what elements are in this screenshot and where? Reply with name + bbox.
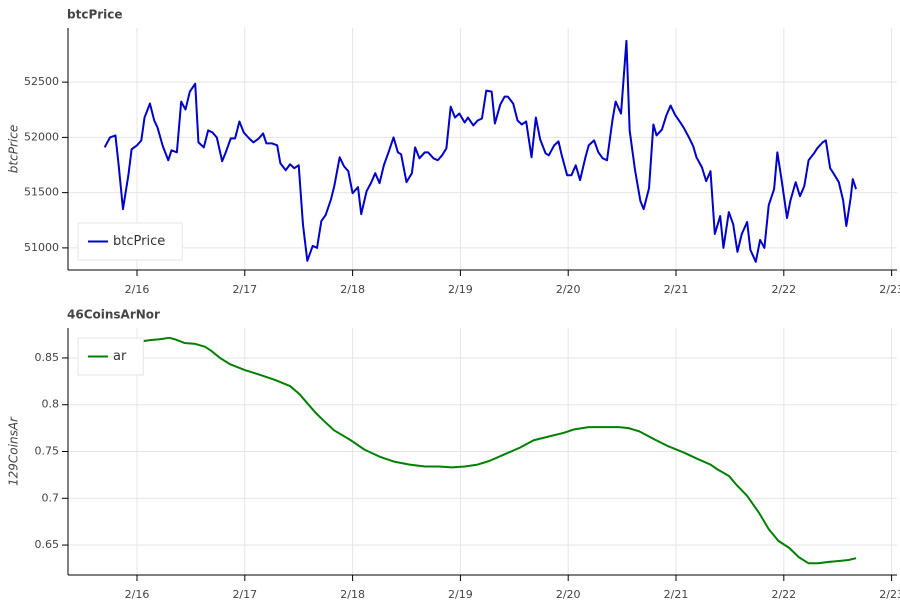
y-tick-label: 0.75 (35, 445, 60, 458)
legend: btcPrice (77, 222, 183, 261)
x-tick-label: 2/16 (125, 283, 150, 296)
y-axis-label: btcPrice (7, 125, 21, 173)
legend-box (77, 337, 144, 376)
series-line (103, 336, 857, 565)
series-line (103, 39, 857, 263)
x-tick-label: 2/22 (771, 283, 796, 296)
y-tick-label: 0.85 (35, 351, 60, 364)
y-tick-label: 0.7 (42, 491, 60, 504)
y-tick-label: 52500 (24, 75, 59, 88)
x-tick-label: 2/22 (771, 588, 796, 600)
chart-title: 46CoinsArNor (67, 308, 160, 322)
x-tick-label: 2/19 (448, 588, 473, 600)
y-tick-label: 51500 (24, 186, 59, 199)
chart-title: btcPrice (67, 8, 123, 22)
x-tick-label: 2/21 (664, 283, 689, 296)
y-axis-label: 129CoinsAr (7, 416, 21, 486)
legend-label: btcPrice (113, 234, 165, 249)
x-tick-label: 2/23 (879, 588, 900, 600)
x-tick-label: 2/20 (556, 283, 581, 296)
legend: ar (77, 337, 144, 376)
chart-panel: 46CoinsArNor 129CoinsAr 0.65 0.7 0.75 0.8 0.85… (7, 308, 900, 600)
chart-panel: btcPrice btcPrice 51000 51500 52000 52500 2/16… (7, 8, 900, 297)
x-tick-label: 2/18 (340, 588, 365, 600)
y-tick-label: 0.65 (35, 538, 60, 551)
y-tick-label: 52000 (24, 130, 59, 143)
legend-label: ar (113, 349, 127, 364)
y-tick-label: 51000 (24, 241, 59, 254)
x-tick-label: 2/17 (232, 283, 257, 296)
x-tick-label: 2/20 (556, 588, 581, 600)
x-tick-label: 2/16 (125, 588, 150, 600)
x-tick-label: 2/21 (664, 588, 689, 600)
x-tick-label: 2/19 (448, 283, 473, 296)
x-tick-label: 2/23 (879, 283, 900, 296)
y-tick-label: 0.8 (42, 398, 60, 411)
x-tick-label: 2/17 (232, 588, 257, 600)
x-tick-label: 2/18 (340, 283, 365, 296)
